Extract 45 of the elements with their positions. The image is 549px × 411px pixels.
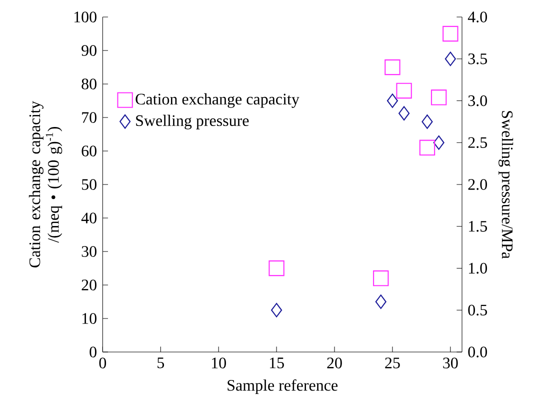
point <box>442 26 458 42</box>
point <box>444 52 456 66</box>
y2-tick-label: 1.0 <box>469 262 487 274</box>
y-tick-label: 80 <box>82 78 96 90</box>
y-tick-label: 100 <box>74 12 96 22</box>
y2-tick-label: 3.5 <box>468 53 487 64</box>
y2-axis-title: Swelling pressure/MPa <box>498 111 514 259</box>
y2-tick-label: 0.5 <box>468 304 487 316</box>
point <box>375 294 386 309</box>
point <box>386 94 398 108</box>
legend-label: Swelling pressure <box>136 114 249 130</box>
y-tick-label: 30 <box>82 246 96 257</box>
y-tick-label: 20 <box>82 280 96 290</box>
point <box>271 302 282 318</box>
x-tick-label: 15 <box>270 358 284 368</box>
y2-tick-label: 3.0 <box>468 95 487 106</box>
point <box>372 270 389 286</box>
y2-tick-label: 1.5 <box>469 220 487 232</box>
x-tick-label: 10 <box>212 358 226 368</box>
point <box>430 90 447 106</box>
legend-label: Cation exchange capacity <box>136 93 300 108</box>
y-tick-label: 10 <box>82 313 96 324</box>
y-tick-label: 60 <box>82 146 96 156</box>
x-tick-label: 20 <box>327 358 342 368</box>
x-tick-label: 25 <box>385 358 400 368</box>
point <box>384 59 400 76</box>
y2-tick-label: 2.5 <box>468 137 487 148</box>
x-tick-label: 5 <box>158 358 164 368</box>
y-tick-label: 0 <box>90 346 96 358</box>
point <box>419 140 436 156</box>
point <box>268 260 284 276</box>
y-tick-label: 90 <box>82 45 96 56</box>
y-tick-label: 70 <box>82 112 96 123</box>
x-axis-title: Sample reference <box>228 379 338 394</box>
x-tick-label: 0 <box>99 358 106 368</box>
point <box>433 135 444 150</box>
y-tick-label: 50 <box>82 179 96 190</box>
y-tick-label: 40 <box>81 212 96 224</box>
x-tick-label: 30 <box>443 358 458 368</box>
y2-tick-label: 2.0 <box>468 179 487 190</box>
y2-tick-label: 4.0 <box>468 12 487 22</box>
y2-tick-label: 0.0 <box>468 346 487 358</box>
point <box>422 114 433 129</box>
point <box>398 106 410 121</box>
point <box>396 82 412 99</box>
